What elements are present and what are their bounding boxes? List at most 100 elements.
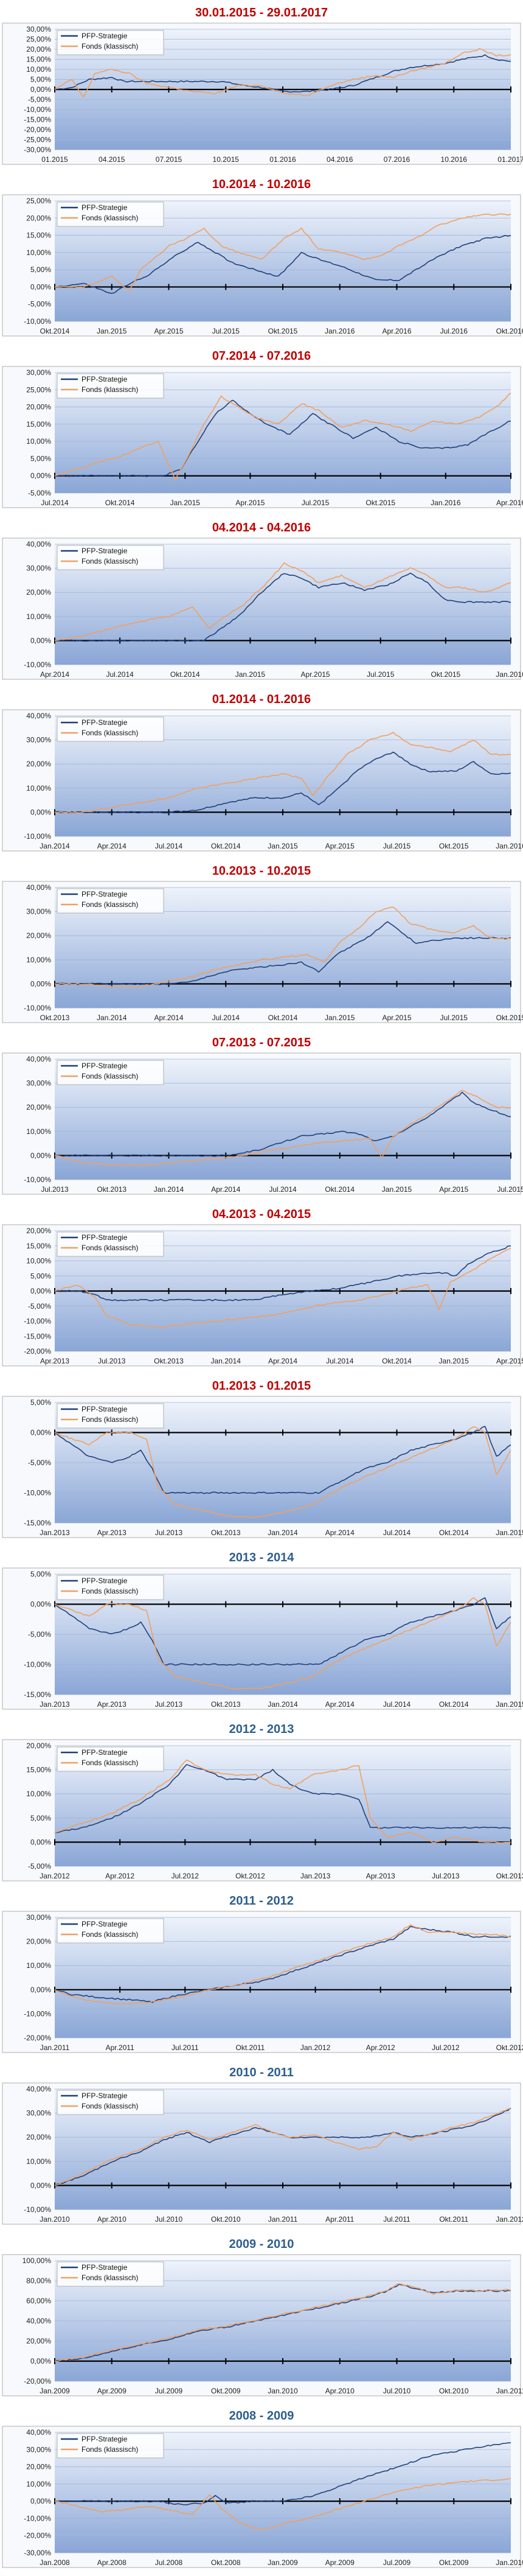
y-tick-label: -5,00% xyxy=(28,1862,51,1871)
x-tick-label: Okt.2014 xyxy=(105,499,135,507)
x-tick-label: Jul.2013 xyxy=(155,1528,183,1537)
y-tick-label: 0,00% xyxy=(30,1429,51,1437)
legend-label: PFP-Strategie xyxy=(81,203,128,212)
chart-title: 2013 - 2014 xyxy=(229,1551,294,1564)
chart-title: 2008 - 2009 xyxy=(229,2409,294,2423)
y-tick-label: 0,00% xyxy=(30,1151,51,1160)
chart-title: 10.2013 - 10.2015 xyxy=(212,864,311,878)
chart-panel: 2010 - 2011 -10,00% 0,00% 10,00% 20,00% 30,00… xyxy=(0,2060,523,2231)
x-tick-label: Jul.2014 xyxy=(326,1357,354,1365)
x-tick-label: Jan.2012 xyxy=(40,1872,70,1880)
y-tick-label: 0,00% xyxy=(30,636,51,645)
x-tick-label: Jul.2012 xyxy=(432,2043,460,2052)
y-tick-label: 15,00% xyxy=(26,55,51,64)
y-tick-label: 10,00% xyxy=(26,1127,51,1136)
x-tick-label: Okt.2014 xyxy=(268,1013,298,1022)
x-tick-label: Jan.2016 xyxy=(325,327,355,335)
x-tick-label: Jan.2008 xyxy=(40,2558,70,2567)
y-tick-label: 20,00% xyxy=(26,1741,51,1750)
legend-label: Fonds (klassisch) xyxy=(81,1072,138,1080)
x-tick-label: Apr.2015 xyxy=(496,1357,523,1365)
y-tick-label: -20,00% xyxy=(24,125,51,134)
x-tick-label: Jul.2009 xyxy=(155,2387,183,2395)
y-tick-label: 25,00% xyxy=(26,35,51,44)
x-tick-label: Jul.2014 xyxy=(212,1013,240,1022)
x-tick-label: Jul.2011 xyxy=(171,2043,199,2052)
y-tick-label: -10,00% xyxy=(24,2514,51,2522)
x-tick-label: Jan.2015 xyxy=(496,1528,523,1537)
y-tick-label: 5,00% xyxy=(30,265,51,274)
x-tick-label: Okt.2015 xyxy=(431,670,461,679)
y-tick-label: 0,00% xyxy=(30,808,51,816)
series-line-fonds-klassisch xyxy=(54,392,511,481)
legend-label: Fonds (klassisch) xyxy=(81,557,138,565)
legend-box xyxy=(57,2090,164,2115)
chart-panel: 2009 - 2010 -20,00% 0,00% 20,00% 40,00% 60,00… xyxy=(0,2231,523,2403)
line-chart: -10,00% 0,00% 10,00% 20,00% 30,00% 40,00% Apr.… xyxy=(2,537,523,680)
x-tick-label: Okt.2009 xyxy=(211,2387,241,2395)
y-tick-label: 30,00% xyxy=(26,368,51,377)
legend-label: Fonds (klassisch) xyxy=(81,1930,138,1939)
x-tick-label: Jul.2013 xyxy=(155,1700,183,1709)
legend-box xyxy=(57,1746,164,1772)
y-tick-label: -30,00% xyxy=(24,145,51,154)
y-tick-label: -5,00% xyxy=(28,1630,51,1639)
y-tick-label: 40,00% xyxy=(26,1055,51,1063)
y-tick-label: 40,00% xyxy=(26,540,51,548)
x-tick-label: Apr.2013 xyxy=(97,1528,126,1537)
x-tick-label: Jan.2014 xyxy=(268,1528,298,1537)
x-tick-label: Okt.2014 xyxy=(382,1357,412,1365)
y-tick-label: 30,00% xyxy=(26,2109,51,2118)
x-tick-label: Jul.2015 xyxy=(302,499,330,507)
legend-box xyxy=(57,2261,164,2287)
series-line-pfp-strategie xyxy=(54,235,511,294)
legend-box xyxy=(57,201,164,227)
x-tick-label: Jul.2011 xyxy=(383,2215,410,2224)
y-tick-label: 10,00% xyxy=(26,1257,51,1265)
y-tick-label: 30,00% xyxy=(26,564,51,573)
y-tick-label: -10,00% xyxy=(24,105,51,114)
x-tick-label: Apr.2015 xyxy=(439,1185,468,1194)
y-tick-label: 10,00% xyxy=(26,2157,51,2166)
y-tick-label: 10,00% xyxy=(26,1790,51,1798)
line-chart: -15,00% -10,00% -5,00% 0,00% 5,00% Jan.2013 Ap… xyxy=(2,1396,523,1538)
x-tick-label: 01.2017 xyxy=(497,155,523,164)
y-tick-label: 5,00% xyxy=(30,1398,51,1407)
y-tick-label: 30,00% xyxy=(26,908,51,916)
chart-panel: 01.2013 - 01.2015 -15,00% -10,00% -5,00% 0,0… xyxy=(0,1373,523,1545)
line-chart: -10,00% 0,00% 10,00% 20,00% 30,00% 40,00% Okt.… xyxy=(2,881,523,1023)
x-tick-label: Jan.2015 xyxy=(439,1357,469,1365)
chart-title: 2012 - 2013 xyxy=(229,1723,294,1736)
x-tick-label: Jul.2015 xyxy=(383,842,411,850)
line-chart: -10,00% 0,00% 10,00% 20,00% 30,00% 40,00% Jul.… xyxy=(2,1052,523,1195)
x-tick-label: Apr.2010 xyxy=(97,2215,126,2224)
y-tick-label: -10,00% xyxy=(24,1317,51,1326)
legend-label: Fonds (klassisch) xyxy=(81,1415,138,1424)
legend-label: PFP-Strategie xyxy=(81,1577,128,1585)
series-line-fonds-klassisch xyxy=(54,213,511,291)
y-tick-label: -5,00% xyxy=(28,1458,51,1467)
y-tick-label: 10,00% xyxy=(26,65,51,74)
y-tick-label: -5,00% xyxy=(28,300,51,309)
legend-label: Fonds (klassisch) xyxy=(81,1587,138,1595)
chart-panel: 30.01.2015 - 29.01.2017 -30,00% -25,00% -20… xyxy=(0,0,523,172)
x-tick-label: Jul.2015 xyxy=(440,1013,468,1022)
line-chart: -5,00% 0,00% 5,00% 10,00% 15,00% 20,00% Jan.20… xyxy=(2,1739,523,1881)
x-tick-label: Okt.2014 xyxy=(40,327,70,335)
x-tick-label: 10.2015 xyxy=(213,155,240,164)
y-tick-label: 20,00% xyxy=(26,760,51,768)
y-tick-label: 15,00% xyxy=(26,420,51,429)
y-tick-label: 40,00% xyxy=(26,883,51,892)
legend-label: PFP-Strategie xyxy=(81,1748,128,1757)
chart-title: 10.2014 - 10.2016 xyxy=(212,178,311,191)
x-tick-label: Okt.2013 xyxy=(211,1700,241,1709)
legend-label: PFP-Strategie xyxy=(81,2435,128,2443)
y-tick-label: 0,00% xyxy=(30,282,51,291)
y-tick-label: 20,00% xyxy=(26,2133,51,2141)
y-tick-label: -20,00% xyxy=(24,1347,51,1356)
x-tick-label: Jan.2009 xyxy=(268,2558,298,2567)
y-tick-label: 25,00% xyxy=(26,197,51,205)
x-tick-label: Okt.2011 xyxy=(439,2215,468,2224)
x-tick-label: Apr.2011 xyxy=(325,2215,354,2224)
legend-box xyxy=(57,716,164,742)
